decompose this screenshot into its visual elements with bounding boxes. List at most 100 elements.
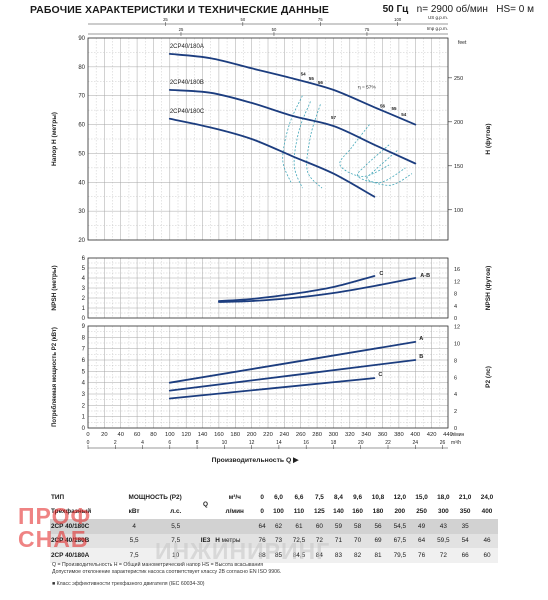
npsh-right-tick: 12 — [454, 279, 460, 285]
head-right-tick: 150 — [454, 164, 463, 170]
npsh-curve-A-B — [218, 277, 417, 303]
power-y-tick: 7 — [82, 347, 86, 353]
efficiency-mark: 57 — [331, 115, 337, 120]
hp: 10 — [154, 548, 197, 563]
x-tick-lmin: 60 — [134, 432, 140, 438]
q-l-9: 300 — [438, 508, 449, 516]
x-tick-m3h: 8 — [196, 440, 199, 446]
npsh-y-tick: 2 — [82, 296, 86, 302]
power-y-tick: 0 — [82, 426, 86, 432]
power-right-tick: 4 — [454, 392, 457, 398]
npsh-grid — [87, 257, 449, 319]
h-val: 71 — [328, 533, 349, 548]
q-l-0: 0 — [260, 508, 264, 516]
q-l-6: 180 — [372, 508, 384, 516]
th-hp: л.с. — [170, 508, 182, 516]
head-curve-2CP40/180B — [168, 89, 417, 165]
header: РАБОЧИЕ ХАРАКТЕРИСТИКИ И ТЕХНИЧЕСКИЕ ДАН… — [30, 4, 540, 18]
note-efficiency-class: ■ Класс эффективности трехфазного двигат… — [52, 581, 205, 588]
q-l-8: 250 — [416, 508, 427, 516]
watermark-word: СНАБ — [18, 526, 89, 552]
efficiency-contour — [306, 104, 323, 189]
x-tick-m3h: 26 — [440, 440, 446, 446]
head-y-tick: 70 — [78, 94, 85, 100]
q-m3-3: 7,5 — [314, 493, 324, 501]
h-val: 56 — [367, 519, 389, 534]
h-unit: метры — [221, 537, 241, 545]
th-kw: кВт — [128, 508, 140, 516]
h-val: 85 — [268, 548, 289, 563]
npsh-y-tick: 3 — [82, 286, 86, 292]
us-gpm-tick: 25 — [163, 17, 168, 22]
watermark-word: ПРОФ — [18, 503, 92, 529]
h-val: 54,5 — [388, 519, 411, 534]
note-legend: Q = Производительность H = Общий маномет… — [52, 562, 264, 568]
efficiency-contour — [293, 101, 311, 189]
power-frame — [87, 325, 449, 429]
suction-height: HS= 0 м — [496, 4, 534, 15]
hp: 5,5 — [154, 519, 197, 534]
power-right-tick: 2 — [454, 409, 457, 415]
q-l-1: 100 — [273, 508, 284, 516]
x-tick-lmin: 260 — [296, 432, 306, 438]
h-val: 67,5 — [388, 533, 411, 548]
x-tick-lmin: 420 — [427, 432, 437, 438]
th-power: МОЩНОСТЬ (P2) — [128, 493, 182, 501]
power-curve-A — [168, 341, 417, 384]
power-y-tick: 1 — [82, 415, 86, 421]
h-val: 72 — [309, 533, 329, 548]
x-tick-m3h: 12 — [249, 440, 255, 446]
h-val: 58 — [348, 519, 368, 534]
power-y-tick: 8 — [82, 335, 86, 341]
th-q: Q — [202, 501, 208, 508]
x-tick-lmin: 140 — [198, 432, 208, 438]
kw: 5,5 — [113, 533, 155, 548]
x-tick-lmin: 300 — [329, 432, 339, 438]
npsh-series-label: A-B — [420, 273, 430, 279]
us-gpm-tick: 100 — [394, 17, 402, 22]
power-y-tick: 6 — [82, 358, 86, 364]
power-y-label: Потребляемая мощность P2 (кВт) — [51, 327, 58, 427]
watermark-logo: ПРОФ СНАБ — [18, 505, 91, 551]
q-m3-0: 0 — [260, 493, 264, 501]
h-val: 61 — [288, 519, 310, 534]
h-val: 43 — [432, 519, 455, 534]
npsh-right-tick: 4 — [454, 304, 457, 310]
power-y-tick: 9 — [82, 324, 86, 330]
q-l-4: 140 — [333, 508, 344, 516]
head-y-tick: 30 — [78, 209, 85, 215]
head-frame — [87, 37, 449, 241]
x-tick-lmin: 380 — [394, 432, 404, 438]
npsh-y-tick: 5 — [82, 266, 86, 272]
h-val: 76 — [410, 548, 433, 563]
efficiency-contour — [339, 124, 390, 177]
h-val: 49 — [410, 519, 433, 534]
h-val: 82 — [348, 548, 368, 563]
head-grid — [87, 37, 449, 241]
power-series-label: A — [419, 336, 423, 342]
power-curve-B — [168, 359, 417, 392]
npsh-y-tick: 4 — [82, 276, 86, 282]
x-tick-lmin: 440 — [443, 432, 453, 438]
efficiency-contour — [366, 150, 413, 186]
frequency: 50 Гц — [382, 4, 409, 15]
ie3-label: IE3 — [196, 533, 215, 548]
efficiency-mark: 55 — [309, 76, 315, 81]
th-unit-lmin: л/мин — [225, 508, 244, 516]
power-right-tick: 12 — [454, 325, 460, 331]
table-notes: Q = Производительность H = Общий маномет… — [52, 562, 281, 589]
x-tick-lmin: 320 — [345, 432, 355, 438]
q-l-10: 350 — [459, 508, 471, 516]
us-gpm-tick: 75 — [318, 17, 323, 22]
h-val: 64 — [410, 533, 433, 548]
head-y-tick: 50 — [78, 151, 85, 157]
head-right-tick: 200 — [454, 120, 463, 126]
h-val: 54 — [454, 533, 477, 548]
h-val: 84,5 — [288, 548, 310, 563]
h-val: 72,5 — [288, 533, 310, 548]
x-tick-m3h: 4 — [141, 440, 144, 446]
imp-gpm-label: Imp g.p.m. — [427, 26, 448, 31]
npsh-right-tick: 8 — [454, 292, 457, 298]
model: 2CP 40/180A — [50, 548, 114, 563]
q-m3-11: 24,0 — [480, 493, 494, 501]
